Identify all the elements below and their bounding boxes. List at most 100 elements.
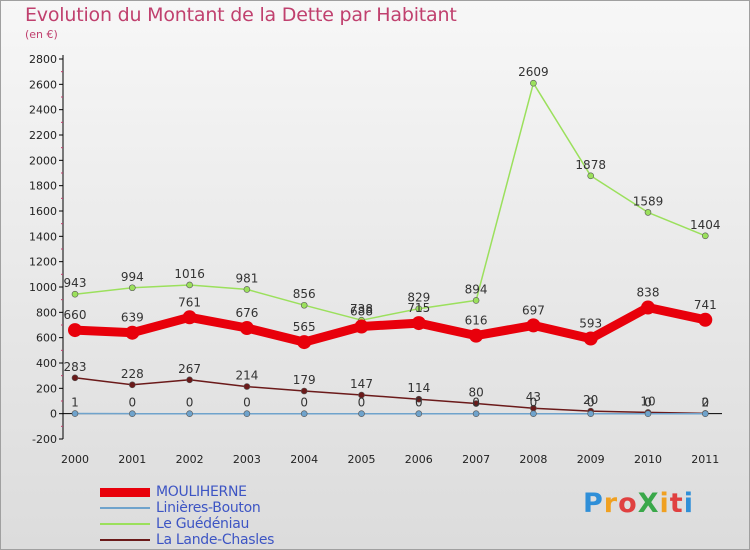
data-point: [411, 316, 426, 331]
data-label: 0: [300, 396, 308, 410]
data-label: 894: [465, 282, 488, 296]
data-point: [472, 297, 480, 304]
legend-item-linieres-bouton: Linières-Bouton: [100, 500, 274, 516]
data-point: [587, 410, 595, 417]
x-tick-label: 2006: [405, 453, 433, 466]
y-tick-label: 1600: [29, 205, 57, 218]
data-point: [243, 286, 251, 293]
data-label: 715: [407, 301, 430, 315]
data-point: [701, 410, 709, 417]
legend-swatch-le-guedeniau: [100, 523, 150, 525]
series-line: [74, 82, 707, 321]
x-tick-label: 2002: [176, 453, 204, 466]
data-label: 676: [235, 306, 258, 320]
x-tick-label: 2001: [118, 453, 146, 466]
data-label: 1589: [633, 194, 664, 208]
data-label: 20: [583, 393, 598, 407]
chart-subtitle: (en €): [25, 28, 58, 41]
data-label: 639: [121, 311, 144, 325]
data-point: [186, 376, 193, 384]
legend-item-mouliherne: MOULIHERNE: [100, 484, 274, 500]
data-point: [243, 383, 251, 390]
y-tick-label: 2400: [29, 104, 57, 117]
proxiti-logo: ProXiti: [583, 488, 694, 519]
data-label: 741: [694, 298, 717, 312]
data-point: [129, 284, 136, 292]
data-label: 0: [530, 396, 538, 410]
legend-swatch-linieres-bouton: [100, 507, 150, 509]
y-tick-label: 600: [36, 332, 57, 345]
data-point: [526, 318, 541, 333]
data-point: [71, 290, 79, 298]
data-point: [300, 301, 308, 309]
series-line: [70, 303, 710, 347]
data-label: 0: [358, 396, 366, 410]
data-point: [698, 312, 713, 327]
data-point: [300, 410, 308, 417]
data-point: [297, 335, 312, 350]
data-point: [587, 172, 595, 180]
x-tick-label: 2003: [233, 453, 261, 466]
y-tick-label: 400: [36, 357, 57, 370]
data-label: 114: [407, 381, 430, 395]
y-tick-label: 200: [36, 382, 57, 395]
data-point: [71, 374, 79, 382]
data-point: [701, 232, 709, 240]
data-label: 1404: [690, 218, 721, 232]
x-tick-label: 2009: [577, 453, 605, 466]
data-label: 0: [243, 396, 251, 410]
y-tick-label: 2800: [29, 53, 57, 66]
data-label: 981: [235, 271, 258, 285]
legend-label: Le Guédéniau: [156, 516, 250, 532]
data-label: 0: [587, 396, 595, 410]
data-point: [530, 410, 537, 417]
data-label: 738: [350, 302, 373, 316]
data-label: 660: [64, 308, 87, 322]
data-label: 267: [178, 362, 201, 376]
data-label: 943: [64, 276, 87, 290]
data-point: [415, 395, 423, 403]
x-tick-label: 2004: [290, 453, 318, 466]
x-tick-label: 2008: [519, 453, 547, 466]
data-label: 829: [407, 291, 430, 305]
data-point: [472, 400, 480, 407]
chart-title: Evolution du Montant de la Dette par Hab…: [25, 4, 457, 26]
y-tick-label: 2000: [29, 154, 57, 167]
y-tick-label: 2200: [29, 129, 57, 142]
data-point: [472, 410, 480, 417]
y-tick-label: 1200: [29, 256, 57, 269]
data-label: 1016: [174, 267, 205, 281]
data-point: [129, 381, 136, 389]
data-label: 0: [186, 396, 194, 410]
x-tick-label: 2010: [634, 453, 662, 466]
x-tick-label: 2005: [348, 453, 376, 466]
data-point: [358, 391, 365, 399]
data-point: [358, 410, 365, 417]
data-point: [641, 300, 655, 315]
data-point: [125, 325, 140, 340]
data-label: 43: [526, 390, 541, 404]
data-point: [186, 281, 193, 289]
data-label: 761: [178, 295, 201, 309]
data-label: 80: [468, 386, 483, 400]
data-point: [415, 305, 423, 312]
y-tick-label: 2600: [29, 78, 57, 91]
data-label: 2609: [518, 65, 549, 79]
data-point: [354, 319, 369, 334]
data-point: [469, 328, 484, 343]
data-label: 593: [579, 317, 602, 331]
data-point: [68, 323, 82, 338]
data-label: 2: [701, 395, 709, 409]
legend: MOULIHERNE Linières-Bouton Le Guédéniau …: [100, 484, 274, 548]
y-tick-label: 1800: [29, 180, 57, 193]
legend-label: MOULIHERNE: [156, 484, 247, 500]
y-tick-label: 800: [36, 306, 57, 319]
y-tick-label: 0: [50, 408, 57, 421]
legend-label: La Lande-Chasles: [156, 532, 275, 548]
series-line: [74, 377, 707, 415]
legend-item-la-lande-chasles: La Lande-Chasles: [100, 532, 274, 548]
data-label: 0: [128, 396, 136, 410]
legend-swatch-la-lande-chasles: [100, 539, 150, 541]
data-label: 214: [235, 369, 258, 383]
